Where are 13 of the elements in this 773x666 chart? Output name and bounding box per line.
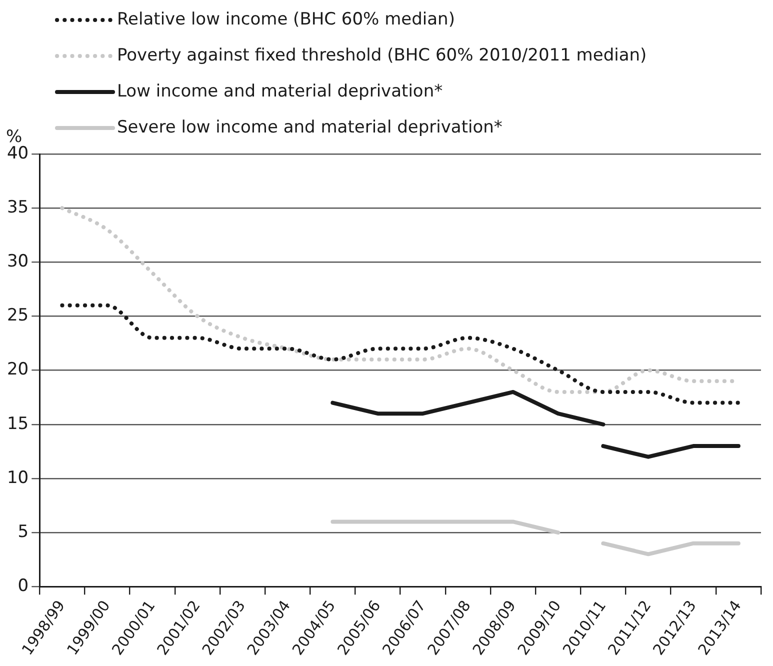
y-tick-label: 20 [6, 360, 29, 380]
line-series [60, 303, 740, 405]
y-tick-label: 0 [18, 576, 29, 596]
legend-label: Low income and material deprivation* [117, 81, 443, 102]
y-tick-label: 30 [6, 252, 29, 272]
y-tick-label: 10 [6, 468, 29, 488]
y-tick-label: 35 [6, 198, 29, 218]
y-tick-label: 25 [6, 306, 29, 326]
legend-label: Poverty against fixed threshold (BHC 60% 2010/2011 median) [117, 45, 647, 66]
legend-label: Severe low income and material deprivation* [117, 117, 502, 138]
legend-label: Relative low income (BHC 60% median) [117, 9, 455, 30]
y-tick-label: 5 [18, 522, 29, 542]
y-tick-label: 15 [6, 414, 29, 434]
